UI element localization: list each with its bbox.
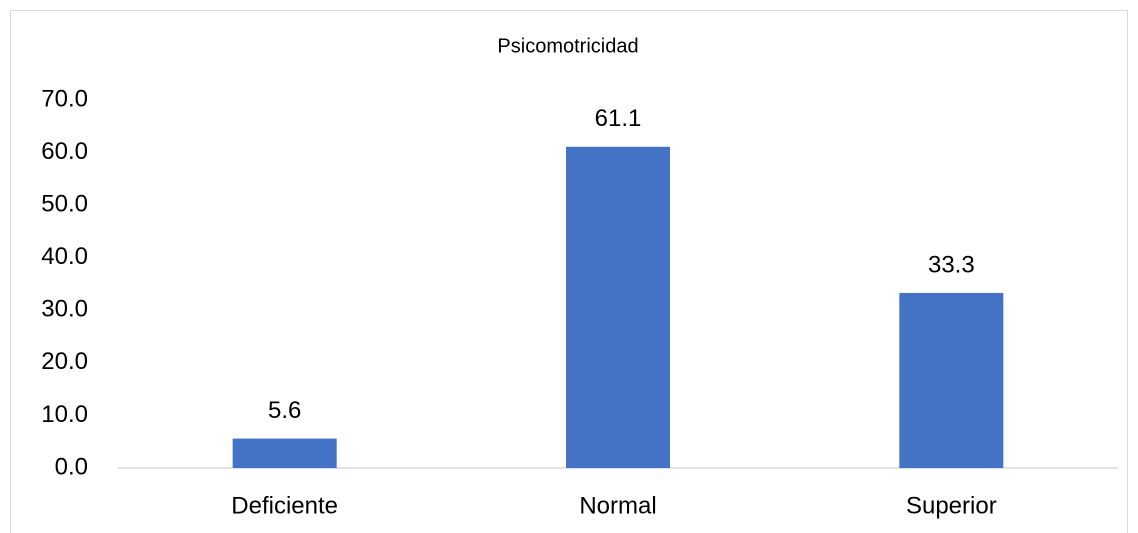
y-tick-label: 20.0 xyxy=(41,348,88,375)
y-tick-label: 50.0 xyxy=(41,190,88,217)
x-tick-label: Normal xyxy=(579,492,656,519)
x-tick-label: Deficiente xyxy=(231,492,338,519)
bar xyxy=(232,438,337,468)
y-tick-label: 70.0 xyxy=(41,85,88,112)
y-tick-label: 60.0 xyxy=(41,138,88,165)
chart-title: Psicomotricidad xyxy=(497,35,638,57)
y-tick-label: 40.0 xyxy=(41,243,88,270)
data-label: 5.6 xyxy=(268,397,301,424)
y-tick-label: 10.0 xyxy=(41,401,88,428)
y-tick-label: 30.0 xyxy=(41,296,88,323)
bar xyxy=(899,292,1004,468)
y-tick-label: 0.0 xyxy=(55,453,88,480)
data-label: 61.1 xyxy=(595,105,642,132)
data-label: 33.3 xyxy=(928,251,975,278)
x-tick-label: Superior xyxy=(906,492,997,519)
bar xyxy=(566,146,670,468)
